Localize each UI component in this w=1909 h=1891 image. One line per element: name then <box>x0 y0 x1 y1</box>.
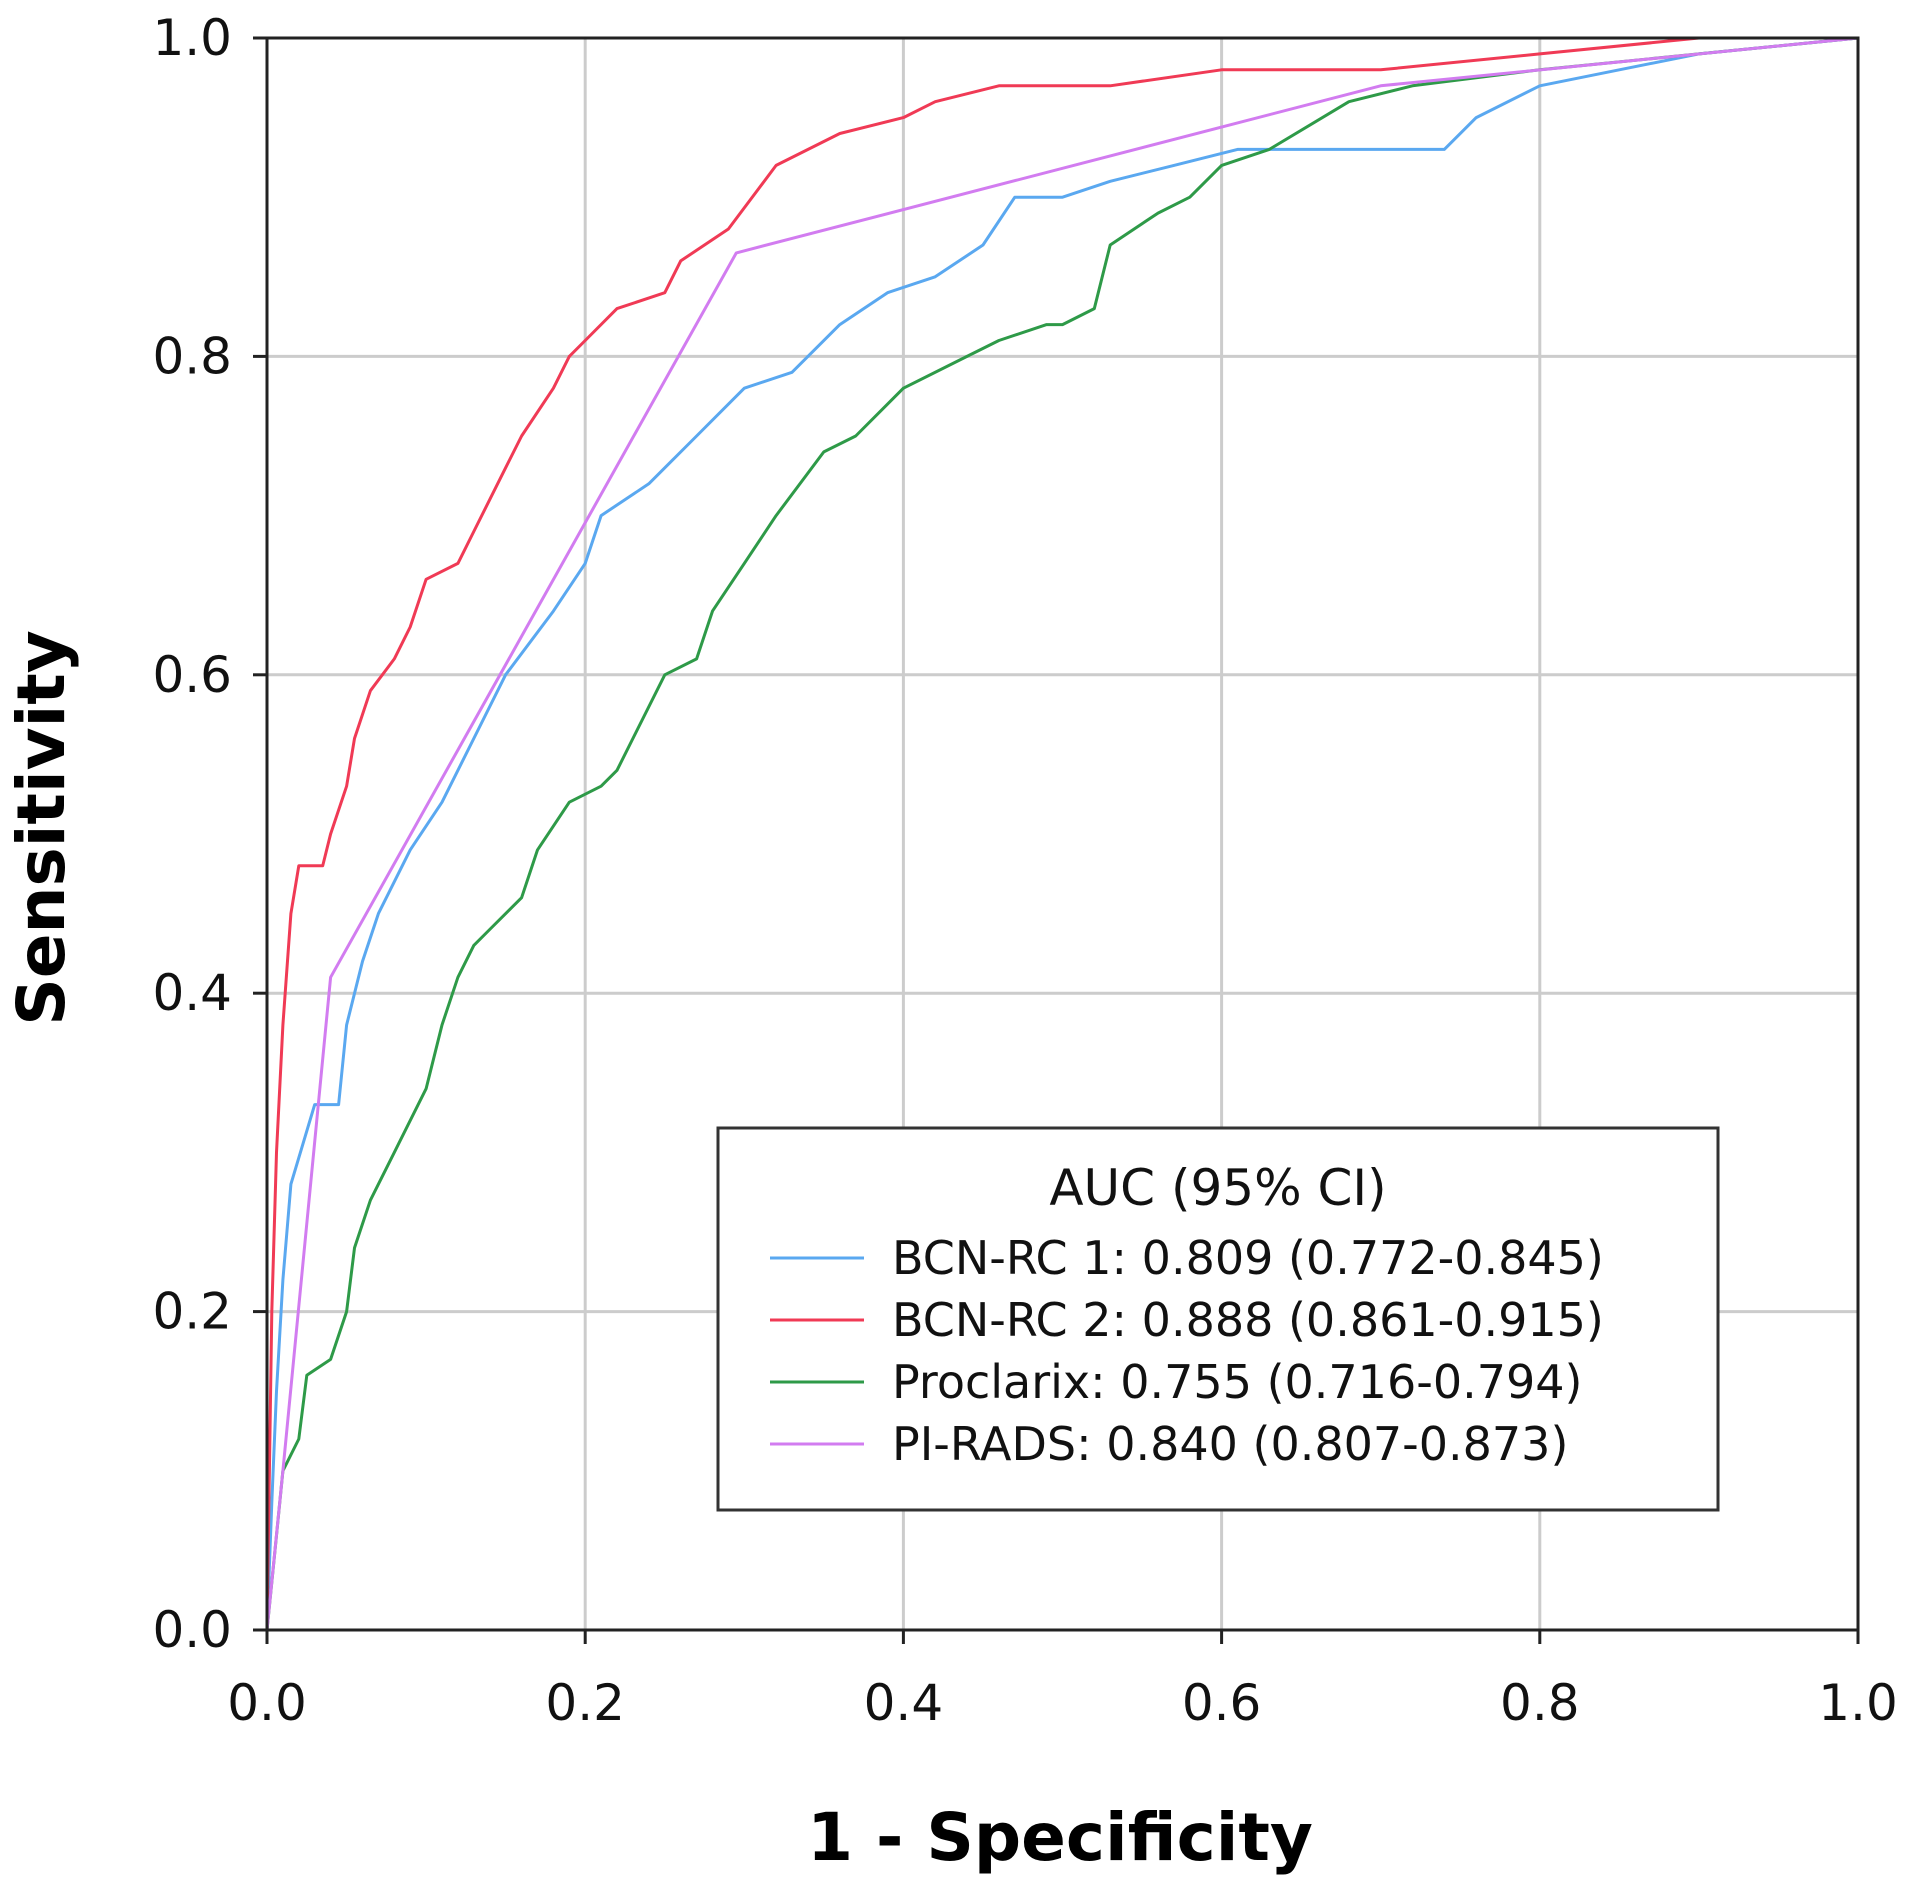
legend-label: Proclarix: 0.755 (0.716-0.794) <box>892 1355 1582 1409</box>
series-line-1 <box>265 36 1859 1631</box>
x-tick-label: 0.4 <box>864 1674 944 1732</box>
series-line-3 <box>265 36 1859 1631</box>
series-line-4 <box>265 36 1859 1631</box>
legend-box <box>716 1126 1720 1512</box>
legend: AUC (95% CI) BCN-RC 1: 0.809 (0.772-0.84… <box>716 1126 1720 1512</box>
series-lines <box>265 36 1859 1631</box>
legend-label: PI-RADS: 0.840 (0.807-0.873) <box>892 1417 1568 1471</box>
axis-ticks: 0.0 0.2 0.4 0.6 0.8 1.0 0.0 0.2 0.4 0.6 0.8 1.0 <box>152 9 1897 1732</box>
y-tick-label: 1.0 <box>152 9 232 67</box>
plot-frame <box>265 36 1860 1632</box>
legend-label: BCN-RC 2: 0.888 (0.861-0.915) <box>892 1293 1604 1347</box>
x-axis-title: 1 - Specificity <box>807 1799 1313 1876</box>
y-tick-label: 0.8 <box>152 327 232 385</box>
legend-title: AUC (95% CI) <box>1049 1159 1386 1217</box>
x-tick-label: 0.8 <box>1500 1674 1580 1732</box>
y-tick-label: 0.0 <box>152 1601 232 1659</box>
y-tick-label: 0.2 <box>152 1283 232 1341</box>
y-tick-label: 0.6 <box>152 646 232 704</box>
y-tick-label: 0.4 <box>152 964 232 1022</box>
legend-label: BCN-RC 1: 0.809 (0.772-0.845) <box>892 1231 1604 1285</box>
series-line-2 <box>265 36 1858 1631</box>
legend-entries: BCN-RC 1: 0.809 (0.772-0.845) BCN-RC 2: 0… <box>770 1231 1604 1471</box>
y-axis-title: Sensitivity <box>3 630 80 1026</box>
x-tick-label: 0.6 <box>1182 1674 1262 1732</box>
x-tick-label: 1.0 <box>1818 1674 1898 1732</box>
x-tick-label: 0.0 <box>227 1674 307 1732</box>
x-tick-label: 0.2 <box>545 1674 625 1732</box>
